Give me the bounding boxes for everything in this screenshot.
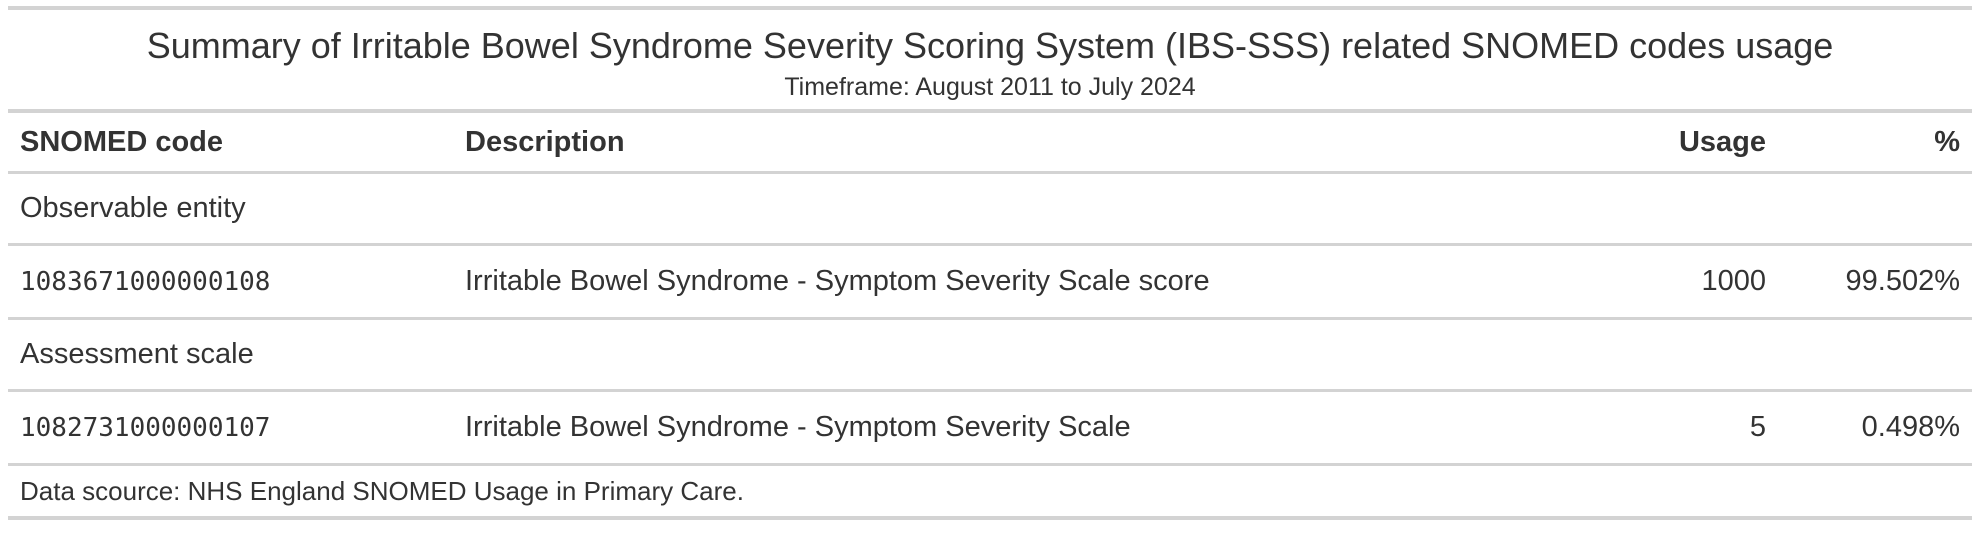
snomed-code-cell: 1082731000000107 [8, 390, 453, 466]
description-cell: Irritable Bowel Syndrome - Symptom Sever… [453, 244, 1583, 320]
column-header-row: SNOMED code Description Usage % [8, 113, 1972, 174]
column-header-percent: % [1778, 113, 1972, 174]
snomed-usage-table: SNOMED code Description Usage % Observab… [8, 113, 1972, 466]
group-label: Assessment scale [8, 318, 1972, 392]
column-header-code: SNOMED code [8, 113, 453, 174]
table-row: 1083671000000108 Irritable Bowel Syndrom… [8, 244, 1972, 320]
bottom-rule [8, 516, 1972, 520]
column-header-description: Description [453, 113, 1583, 174]
usage-cell: 1000 [1583, 244, 1778, 320]
group-row: Assessment scale [8, 318, 1972, 392]
header-top-rule [8, 109, 1972, 113]
top-rule [8, 6, 1972, 10]
table-subtitle: Timeframe: August 2011 to July 2024 [784, 73, 1196, 101]
description-cell: Irritable Bowel Syndrome - Symptom Sever… [453, 390, 1583, 466]
summary-table-container: Summary of Irritable Bowel Syndrome Seve… [8, 0, 1972, 520]
table-title: Summary of Irritable Bowel Syndrome Seve… [146, 25, 1834, 66]
group-row: Observable entity [8, 172, 1972, 246]
usage-cell: 5 [1583, 390, 1778, 466]
percent-cell: 99.502% [1778, 244, 1972, 320]
table-row: 1082731000000107 Irritable Bowel Syndrom… [8, 390, 1972, 466]
group-label: Observable entity [8, 172, 1972, 246]
column-header-usage: Usage [1583, 113, 1778, 174]
table-footnote: Data scource: NHS England SNOMED Usage i… [20, 476, 744, 506]
snomed-code-cell: 1083671000000108 [8, 244, 453, 320]
percent-cell: 0.498% [1778, 390, 1972, 466]
